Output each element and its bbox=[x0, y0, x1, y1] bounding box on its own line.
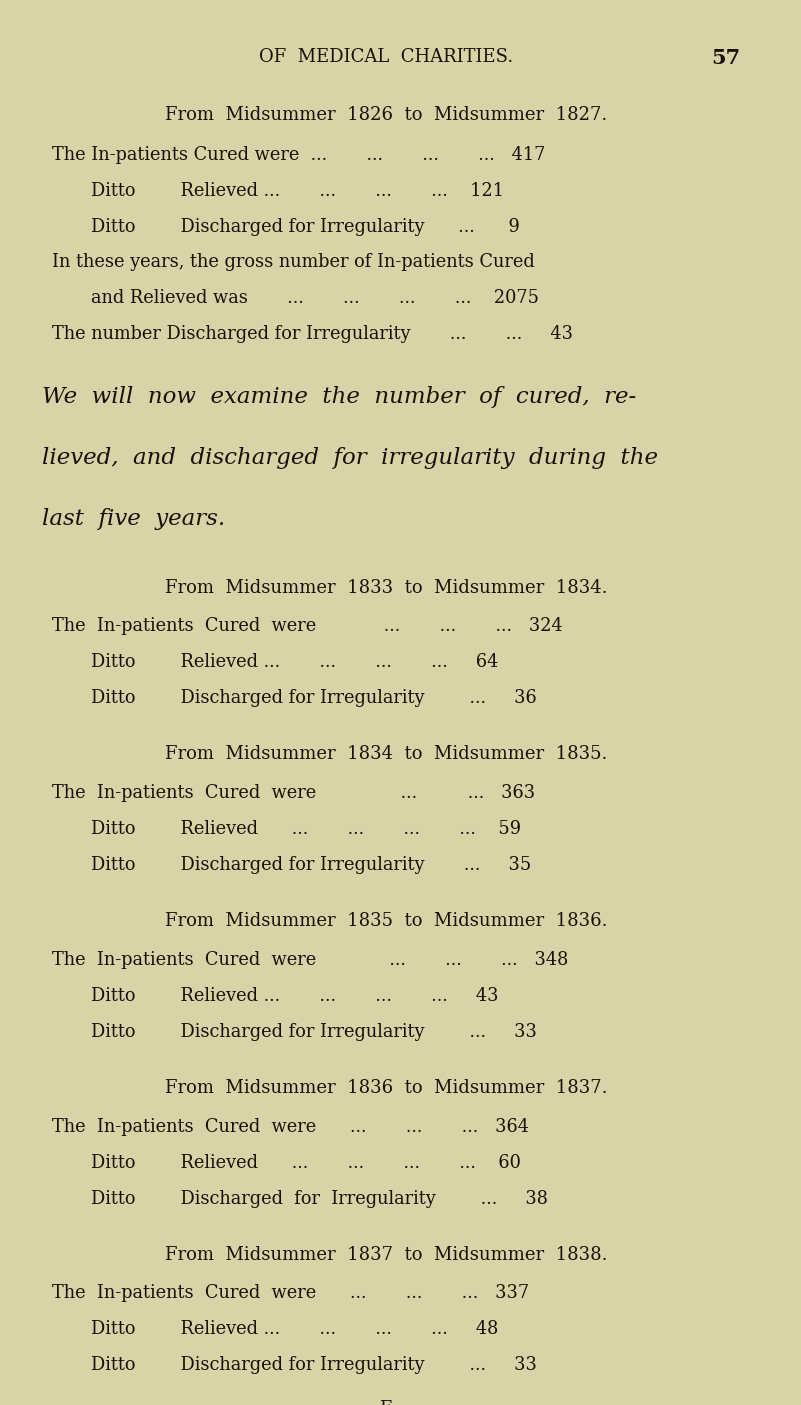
Text: 57: 57 bbox=[711, 48, 741, 67]
Text: The  In-patients  Cured  were      ...       ...       ...   364: The In-patients Cured were ... ... ... 3… bbox=[53, 1118, 529, 1135]
Text: Ditto        Discharged  for  Irregularity        ...     38: Ditto Discharged for Irregularity ... 38 bbox=[91, 1190, 548, 1208]
Text: The  In-patients  Cured  were               ...         ...   363: The In-patients Cured were ... ... 363 bbox=[53, 784, 536, 802]
Text: The  In-patients  Cured  were      ...       ...       ...   337: The In-patients Cured were ... ... ... 3… bbox=[53, 1284, 529, 1302]
Text: From  Midsummer  1835  to  Midsummer  1836.: From Midsummer 1835 to Midsummer 1836. bbox=[164, 912, 607, 930]
Text: From  Midsummer  1834  to  Midsummer  1835.: From Midsummer 1834 to Midsummer 1835. bbox=[165, 745, 607, 763]
Text: From  Midsummer  1836  to  Midsummer  1837.: From Midsummer 1836 to Midsummer 1837. bbox=[164, 1079, 607, 1097]
Text: OF  MEDICAL  CHARITIES.: OF MEDICAL CHARITIES. bbox=[259, 48, 513, 66]
Text: Ditto        Discharged for Irregularity        ...     33: Ditto Discharged for Irregularity ... 33 bbox=[91, 1023, 537, 1041]
Text: Ditto        Discharged for Irregularity      ...      9: Ditto Discharged for Irregularity ... 9 bbox=[91, 218, 520, 236]
Text: The  In-patients  Cured  were            ...       ...       ...   324: The In-patients Cured were ... ... ... 3… bbox=[53, 617, 563, 635]
Text: The number Discharged for Irregularity       ...       ...     43: The number Discharged for Irregularity .… bbox=[53, 325, 574, 343]
Text: Ditto        Relieved ...       ...       ...       ...    121: Ditto Relieved ... ... ... ... 121 bbox=[91, 183, 504, 201]
Text: and Relieved was       ...       ...       ...       ...    2075: and Relieved was ... ... ... ... 2075 bbox=[91, 289, 539, 306]
Text: Ditto        Relieved ...       ...       ...       ...     43: Ditto Relieved ... ... ... ... 43 bbox=[91, 988, 498, 1006]
Text: Ditto        Relieved      ...       ...       ...       ...    60: Ditto Relieved ... ... ... ... 60 bbox=[91, 1154, 521, 1172]
Text: Ditto        Relieved ...       ...       ...       ...     64: Ditto Relieved ... ... ... ... 64 bbox=[91, 653, 498, 672]
Text: Ditto        Relieved ...       ...       ...       ...     48: Ditto Relieved ... ... ... ... 48 bbox=[91, 1321, 498, 1338]
Text: last  five  years.: last five years. bbox=[42, 509, 226, 530]
Text: E: E bbox=[379, 1399, 392, 1405]
Text: The  In-patients  Cured  were             ...       ...       ...   348: The In-patients Cured were ... ... ... 3… bbox=[53, 951, 569, 969]
Text: Ditto        Discharged for Irregularity       ...     35: Ditto Discharged for Irregularity ... 35 bbox=[91, 856, 531, 874]
Text: The In-patients Cured were  ...       ...       ...       ...   417: The In-patients Cured were ... ... ... .… bbox=[53, 146, 545, 164]
Text: In these years, the gross number of In-patients Cured: In these years, the gross number of In-p… bbox=[53, 253, 535, 271]
Text: From  Midsummer  1826  to  Midsummer  1827.: From Midsummer 1826 to Midsummer 1827. bbox=[165, 107, 607, 125]
Text: From  Midsummer  1833  to  Midsummer  1834.: From Midsummer 1833 to Midsummer 1834. bbox=[164, 579, 607, 597]
Text: Ditto        Relieved      ...       ...       ...       ...    59: Ditto Relieved ... ... ... ... 59 bbox=[91, 819, 521, 837]
Text: Ditto        Discharged for Irregularity        ...     33: Ditto Discharged for Irregularity ... 33 bbox=[91, 1356, 537, 1374]
Text: Ditto        Discharged for Irregularity        ...     36: Ditto Discharged for Irregularity ... 36 bbox=[91, 690, 537, 707]
Text: lieved,  and  discharged  for  irregularity  during  the: lieved, and discharged for irregularity … bbox=[42, 447, 658, 469]
Text: We  will  now  examine  the  number  of  cured,  re-: We will now examine the number of cured,… bbox=[42, 386, 637, 407]
Text: From  Midsummer  1837  to  Midsummer  1838.: From Midsummer 1837 to Midsummer 1838. bbox=[164, 1246, 607, 1263]
